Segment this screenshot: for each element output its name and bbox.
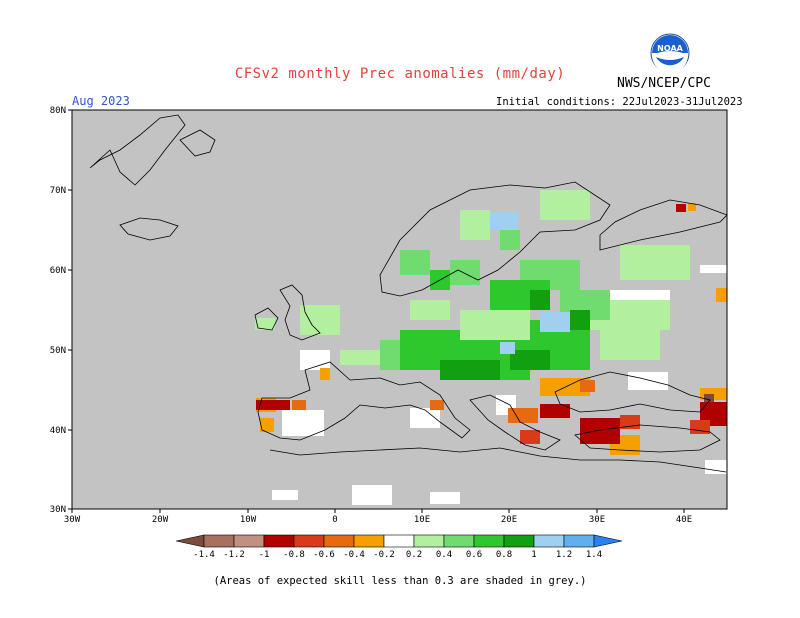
- colorbar-extend-high: [593, 534, 623, 548]
- colorbar-swatch: [233, 534, 265, 548]
- colorbar-label: -0.8: [283, 550, 305, 560]
- colorbar-swatch: [533, 534, 565, 548]
- colorbar-swatch: [353, 534, 385, 548]
- colorbar-label: 0.8: [496, 550, 512, 560]
- colorbar-label: -1.2: [223, 550, 245, 560]
- colorbar-label: -0.6: [313, 550, 335, 560]
- initial-conditions: Initial conditions: 22Jul2023-31Jul2023: [496, 96, 743, 108]
- colorbar-swatch: [413, 534, 445, 548]
- skill-footnote: (Areas of expected skill less than 0.3 a…: [213, 575, 587, 587]
- longitude-axis: 30W 20W 10W 0 10E 20E 30E 40E: [64, 509, 692, 525]
- brown-areas: [704, 394, 714, 402]
- map-frame: [71, 109, 728, 510]
- colorbar-label: -1.4: [193, 550, 215, 560]
- lat-label-50n: 50N: [50, 346, 66, 356]
- map-title: CFSv2 monthly Prec anomalies (mm/day): [234, 66, 566, 82]
- colorbar-label: -0.2: [373, 550, 395, 560]
- lat-label-60n: 60N: [50, 266, 66, 276]
- colorbar: -1.4 -1.2 -1 -0.8 -0.6 -0.4 -0.2 0.2 0.4 0.6 0.8 1 1…: [175, 534, 623, 560]
- lat-label-40n: 40N: [50, 426, 66, 436]
- lon-label-20e: 20E: [501, 515, 517, 525]
- colorbar-swatch: [473, 534, 505, 548]
- noaa-logo: NOAA: [650, 33, 690, 73]
- lon-label-30e: 30E: [589, 515, 605, 525]
- colorbar-swatch: [203, 534, 235, 548]
- red-areas: [520, 415, 710, 444]
- lat-label-80n: 80N: [50, 106, 66, 116]
- colorbar-extend-low: [175, 534, 205, 548]
- colorbar-label: 1.2: [556, 550, 572, 560]
- colorbar-swatch: [503, 534, 535, 548]
- latitude-axis: 80N 70N 60N 50N 40N 30N: [50, 106, 72, 515]
- lon-label-0: 0: [332, 515, 337, 525]
- coastlines: [89, 114, 728, 473]
- light-green-areas: [255, 190, 690, 365]
- light-blue-areas: [490, 212, 570, 354]
- lon-label-30w: 30W: [64, 515, 81, 525]
- colorbar-label: 0.4: [436, 550, 452, 560]
- dark-green-areas: [440, 290, 590, 380]
- forecast-month: Aug 2023: [72, 94, 130, 108]
- colorbar-label: 0.6: [466, 550, 482, 560]
- agency-label: NWS/NCEP/CPC: [617, 76, 711, 91]
- colorbar-label: 0.2: [406, 550, 422, 560]
- colorbar-swatch: [383, 534, 415, 548]
- colorbar-label: 1.4: [586, 550, 602, 560]
- red-orange-areas: [292, 380, 595, 423]
- colorbar-label: 1: [531, 550, 536, 560]
- colorbar-label: -0.4: [343, 550, 365, 560]
- colorbar-swatch: [443, 534, 475, 548]
- lon-label-40e: 40E: [676, 515, 692, 525]
- colorbar-swatch: [563, 534, 595, 548]
- lon-label-10e: 10E: [414, 515, 430, 525]
- lon-label-10w: 10W: [240, 515, 257, 525]
- colorbar-swatch: [293, 534, 325, 548]
- lat-label-30n: 30N: [50, 505, 66, 515]
- colorbar-label: -1: [259, 550, 270, 560]
- colorbar-swatch: [263, 534, 295, 548]
- lat-label-70n: 70N: [50, 186, 66, 196]
- lon-label-20w: 20W: [152, 515, 169, 525]
- logo-text: NOAA: [657, 44, 683, 53]
- colorbar-swatch: [323, 534, 355, 548]
